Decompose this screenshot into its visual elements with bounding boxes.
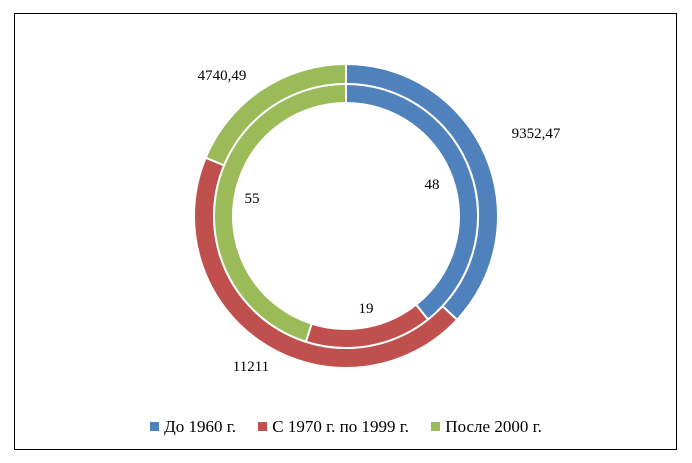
- data-label-inner-1: 48: [425, 177, 440, 193]
- legend-label-3: После 2000 г.: [445, 417, 542, 436]
- doughnut-rings: [193, 62, 499, 369]
- legend-swatch-2: [258, 422, 268, 431]
- data-label-inner-3: 55: [245, 191, 260, 207]
- data-label-outer-2: 11211: [233, 359, 269, 375]
- legend-swatch-3: [431, 422, 441, 431]
- legend-label-2: С 1970 г. по 1999 г.: [272, 417, 410, 436]
- inner-ring-segment-3: [213, 82, 347, 344]
- data-label-outer-3: 4740,49: [198, 68, 247, 84]
- legend-item-3: После 2000 г.: [431, 417, 542, 437]
- data-label-outer-1: 9352,47: [512, 126, 561, 142]
- legend-item-2: С 1970 г. по 1999 г.: [258, 417, 409, 437]
- legend-label-1: До 1960 г.: [164, 417, 236, 436]
- legend-item-1: До 1960 г.: [150, 417, 236, 437]
- legend-swatch-1: [150, 422, 160, 431]
- data-label-inner-2: 19: [359, 301, 374, 317]
- chart-legend: До 1960 г. С 1970 г. по 1999 г. После 20…: [0, 417, 692, 437]
